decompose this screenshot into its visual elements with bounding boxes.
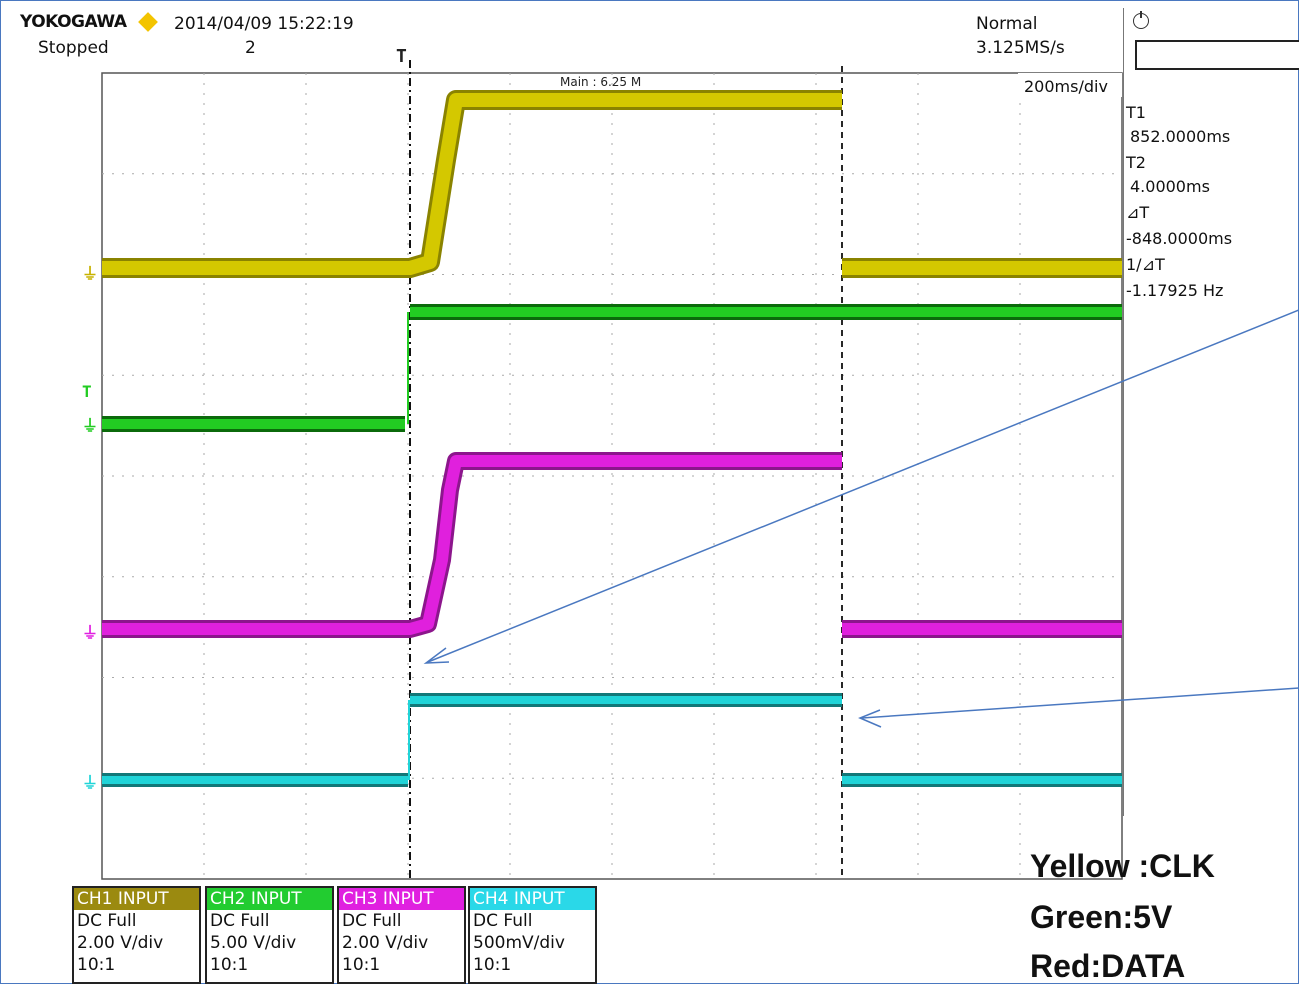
cursor-t2-label: T2 [1126,153,1146,172]
cursor-t2-value: 4.0000ms [1130,177,1210,196]
delta-t-value: -848.0000ms [1126,229,1233,248]
arrow-to-t2-cursor [427,309,1299,663]
ch4-coupling: DC Full [473,911,533,931]
ch3-trace [102,455,842,635]
acquisition-count: 2 [245,38,256,58]
cursor-t1-value: 852.0000ms [1130,127,1231,146]
ch4-probe: 10:1 [473,955,512,975]
delta-t-label: ⊿T [1126,203,1150,222]
annotation-arrows [423,309,1299,728]
ch1-settings-box[interactable]: CH1 INPUT DC Full 2.00 V/div 10:1 [72,886,201,984]
traces [102,90,1122,787]
ch3-probe: 10:1 [342,955,381,975]
ch2-scale: 5.00 V/div [210,933,297,953]
arrowhead-icon [423,647,450,664]
ch3-ground-marker-icon: ⏚ [82,623,98,642]
ch3-scale: 2.00 V/div [342,933,429,953]
ch3-coupling: DC Full [342,911,402,931]
ch2-trigger-level-marker: T [82,382,92,401]
ch2-ground-marker-icon: ⏚ [82,416,98,435]
run-status: Stopped [38,38,109,58]
brand-label: YOKOGAWA [20,12,127,32]
ch4-scale: 500mV/div [473,933,565,953]
arrow-to-t1-cursor [861,687,1299,719]
ch2-probe: 10:1 [210,955,249,975]
ch4-settings-box[interactable]: CH4 INPUT DC Full 500mV/div 10:1 [468,886,597,984]
sample-rate: 3.125MS/s [976,38,1065,58]
ch2-header: CH2 INPUT [207,888,332,910]
trigger-position-marker[interactable]: T [396,46,407,67]
trigger-mode: Normal [976,14,1038,34]
ch1-trace [102,93,842,275]
panel-input-field[interactable] [1135,40,1299,70]
legend-data: Red:DATA [1030,948,1186,984]
ch1-header: CH1 INPUT [74,888,199,910]
record-length-label: Main : 6.25 M [560,75,641,89]
ch4-ground-marker-icon: ⏚ [82,773,98,792]
ch1-ground-marker-icon: ⏚ [82,264,98,283]
ch1-probe: 10:1 [77,955,116,975]
timebase-bg [1018,73,1122,97]
ch1-scale: 2.00 V/div [77,933,164,953]
jog-knob-icon[interactable] [1133,11,1149,29]
inverse-delta-t-value: -1.17925 Hz [1126,281,1224,300]
legend-5v: Green:5V [1030,899,1173,935]
legend-clk: Yellow :CLK [1030,848,1215,884]
inverse-delta-t-label: 1/⊿T [1126,255,1165,274]
ch2-coupling: DC Full [210,911,270,931]
timebase-label: 200ms/div [1024,77,1108,96]
arrowhead-icon [858,709,882,728]
timestamp: 2014/04/09 15:22:19 [174,14,354,34]
ch3-header: CH3 INPUT [339,888,464,910]
measurement-panel [1123,8,1299,816]
ch1-coupling: DC Full [77,911,137,931]
ch4-header: CH4 INPUT [470,888,595,910]
cursor-t1-label: T1 [1126,103,1146,122]
ch3-settings-box[interactable]: CH3 INPUT DC Full 2.00 V/div 10:1 [337,886,466,984]
ch2-settings-box[interactable]: CH2 INPUT DC Full 5.00 V/div 10:1 [205,886,334,984]
